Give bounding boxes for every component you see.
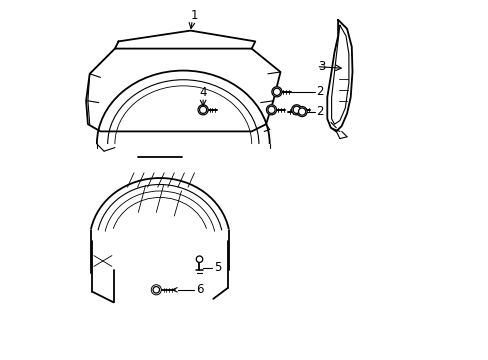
Circle shape: [267, 106, 275, 113]
Circle shape: [291, 105, 301, 115]
Circle shape: [296, 107, 306, 117]
Circle shape: [292, 106, 300, 113]
Circle shape: [198, 105, 208, 115]
Text: 4: 4: [199, 86, 206, 99]
Text: 1: 1: [190, 9, 198, 22]
Circle shape: [196, 256, 203, 262]
Text: 5: 5: [213, 261, 221, 274]
Text: 6: 6: [195, 283, 203, 296]
Text: 2: 2: [316, 85, 323, 98]
Circle shape: [298, 108, 305, 115]
Circle shape: [151, 285, 161, 295]
Text: 3: 3: [318, 60, 325, 73]
Circle shape: [273, 88, 280, 95]
Circle shape: [266, 105, 276, 115]
Circle shape: [199, 106, 206, 113]
Circle shape: [153, 287, 159, 293]
Text: 2: 2: [316, 105, 323, 118]
Circle shape: [271, 87, 282, 97]
